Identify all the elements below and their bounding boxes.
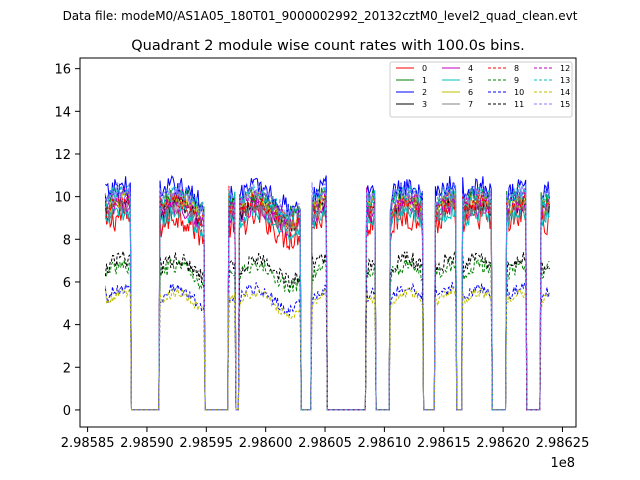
figure-suptitle: Data file: modeM0/AS1A05_180T01_90000029… [63,9,578,23]
y-tick-label: 8 [63,233,71,248]
x-tick-label: 2.98610 [358,436,412,451]
y-tick-label: 16 [54,63,71,78]
y-tick-label: 6 [63,276,71,291]
legend-label-13: 13 [560,76,570,85]
legend-label-3: 3 [422,100,427,109]
legend-label-11: 11 [514,100,524,109]
x-offset-label: 1e8 [550,456,575,471]
legend-box [389,61,573,118]
legend-label-6: 6 [468,88,473,97]
y-tick-label: 0 [63,404,71,419]
legend-label-5: 5 [468,76,473,85]
y-axis: 0 2 4 6 8 10 12 14 16 [54,63,80,419]
legend-label-8: 8 [514,64,519,73]
x-tick-label: 2.98590 [120,436,174,451]
legend-label-1: 1 [422,76,427,85]
x-tick-label: 2.98605 [298,436,352,451]
series-line-15 [104,180,550,411]
x-tick-label: 2.98620 [476,436,530,451]
legend-label-2: 2 [422,88,427,97]
legend-label-12: 12 [560,64,570,73]
x-axis: 2.98585 2.98590 2.98595 2.98600 2.98605 2.986… [61,427,590,451]
legend-label-9: 9 [514,76,519,85]
y-tick-label: 10 [54,191,71,206]
x-tick-label: 2.98600 [239,436,293,451]
y-tick-label: 4 [63,319,71,334]
y-tick-label: 2 [63,361,71,376]
x-tick-label: 2.98585 [61,436,115,451]
plot-lines [104,175,550,411]
x-tick-label: 2.98625 [536,436,590,451]
legend-label-4: 4 [468,64,473,73]
y-tick-label: 14 [54,105,71,120]
legend-label-14: 14 [560,88,570,97]
chart-title: Quadrant 2 module wise count rates with … [131,38,525,54]
y-tick-label: 12 [54,148,71,163]
x-tick-label: 2.98615 [417,436,471,451]
legend-label-10: 10 [514,88,524,97]
legend-label-7: 7 [468,100,473,109]
x-tick-label: 2.98595 [179,436,233,451]
axes-frame [79,57,577,428]
legend-label-15: 15 [560,100,570,109]
legend-label-0: 0 [422,64,427,73]
